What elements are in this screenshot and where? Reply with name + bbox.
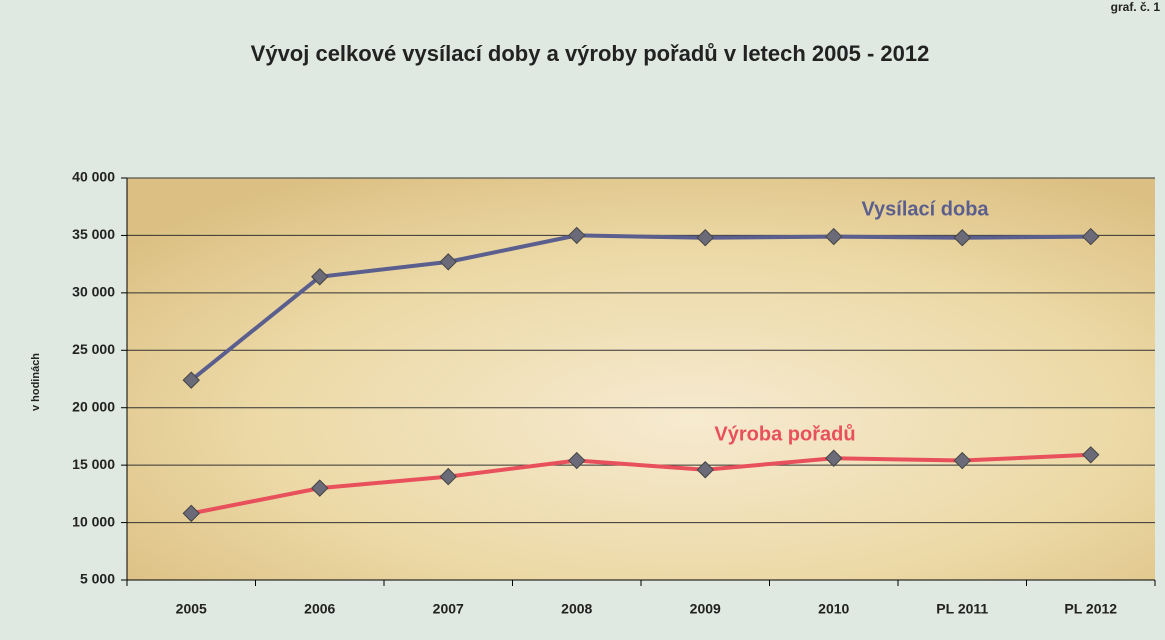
series-line [190,452,1091,516]
y-tick-label: 15 000 [72,456,115,472]
x-tick-label: 2006 [304,601,335,617]
series-line [189,233,1091,382]
series-label: Výroba pořadů [714,423,855,445]
x-tick-label: PL 2012 [1064,601,1117,617]
point-marker [439,253,457,271]
x-tick-label: 2010 [818,601,849,617]
point-marker [568,226,586,245]
point-marker [953,451,971,470]
y-tick-label: 30 000 [72,284,115,300]
point-marker [1082,227,1100,246]
point-marker [825,449,843,467]
x-tick-label: 2005 [176,601,207,617]
x-tick-label: PL 2011 [936,601,988,617]
point-marker [568,451,586,470]
y-tick-label: 35 000 [72,226,115,242]
series-label: Vysílací doba [861,198,989,220]
y-tick-label: 10 000 [72,513,115,529]
point-marker [182,371,200,389]
x-tick-label: 2009 [690,601,721,617]
x-tick-label: 2008 [561,601,592,617]
point-marker [1082,446,1100,464]
corner-note: graf. č. 1 [1111,0,1161,14]
y-tick-label: 25 000 [72,341,115,357]
point-marker [696,461,714,479]
point-marker [953,229,971,247]
point-marker [696,229,714,247]
point-marker [311,479,329,497]
y-tick-label: 5 000 [80,571,115,587]
point-marker [182,504,200,523]
x-tick-label: 2007 [433,601,464,617]
point-marker [439,467,457,486]
plot-area [127,178,1155,580]
y-tick-label: 20 000 [72,398,115,414]
point-marker [825,227,843,246]
y-tick-label: 40 000 [72,169,115,185]
point-marker [311,268,329,286]
y-axis-label: v hodinách [30,353,42,411]
chart-title: Vývoj celkové vysílací doby a výroby poř… [251,41,930,66]
